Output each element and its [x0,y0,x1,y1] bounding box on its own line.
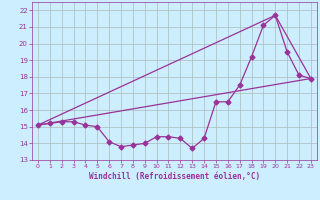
X-axis label: Windchill (Refroidissement éolien,°C): Windchill (Refroidissement éolien,°C) [89,172,260,181]
